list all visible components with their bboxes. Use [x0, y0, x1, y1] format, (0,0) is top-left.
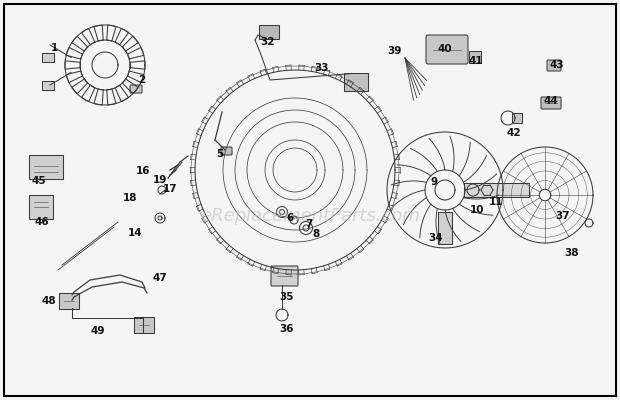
- FancyBboxPatch shape: [271, 266, 298, 286]
- Text: eReplacementParts.com: eReplacementParts.com: [200, 207, 420, 225]
- FancyBboxPatch shape: [438, 212, 452, 244]
- FancyBboxPatch shape: [42, 81, 54, 90]
- Text: 46: 46: [35, 217, 50, 227]
- FancyBboxPatch shape: [512, 113, 522, 123]
- Text: 41: 41: [469, 56, 484, 66]
- Text: 7: 7: [305, 219, 312, 229]
- Text: 42: 42: [506, 128, 521, 138]
- Text: 37: 37: [556, 211, 570, 221]
- Text: 14: 14: [128, 228, 143, 238]
- Text: 32: 32: [260, 37, 275, 47]
- Text: 6: 6: [286, 213, 294, 223]
- Text: 10: 10: [470, 205, 485, 215]
- FancyBboxPatch shape: [259, 25, 279, 39]
- FancyBboxPatch shape: [29, 155, 63, 179]
- Text: 33: 33: [314, 63, 329, 73]
- FancyBboxPatch shape: [42, 53, 54, 62]
- Text: 5: 5: [216, 149, 224, 159]
- FancyBboxPatch shape: [344, 72, 368, 90]
- Text: 17: 17: [163, 184, 178, 194]
- Text: 16: 16: [135, 166, 150, 176]
- Text: 48: 48: [41, 296, 56, 306]
- FancyBboxPatch shape: [464, 183, 529, 197]
- FancyBboxPatch shape: [469, 51, 481, 63]
- Text: 8: 8: [312, 229, 320, 239]
- FancyBboxPatch shape: [59, 293, 79, 309]
- Text: 18: 18: [123, 193, 138, 203]
- Text: 49: 49: [91, 326, 105, 336]
- Text: 43: 43: [549, 60, 564, 70]
- Text: 38: 38: [564, 248, 579, 258]
- Text: 47: 47: [153, 273, 167, 283]
- FancyBboxPatch shape: [426, 35, 468, 64]
- FancyBboxPatch shape: [130, 85, 142, 93]
- Text: 2: 2: [138, 75, 145, 85]
- Text: 39: 39: [388, 46, 402, 56]
- FancyBboxPatch shape: [221, 147, 232, 155]
- Text: 9: 9: [430, 177, 438, 187]
- Text: 44: 44: [543, 96, 558, 106]
- FancyBboxPatch shape: [134, 317, 154, 333]
- FancyBboxPatch shape: [29, 195, 53, 219]
- Text: 40: 40: [438, 44, 453, 54]
- Text: 36: 36: [279, 324, 294, 334]
- Text: 35: 35: [279, 292, 294, 302]
- Text: 1: 1: [51, 43, 58, 53]
- Text: 34: 34: [428, 233, 443, 243]
- FancyBboxPatch shape: [541, 97, 561, 109]
- FancyBboxPatch shape: [547, 60, 561, 71]
- Text: 11: 11: [489, 197, 503, 207]
- Text: 45: 45: [31, 176, 46, 186]
- Text: 19: 19: [153, 175, 167, 185]
